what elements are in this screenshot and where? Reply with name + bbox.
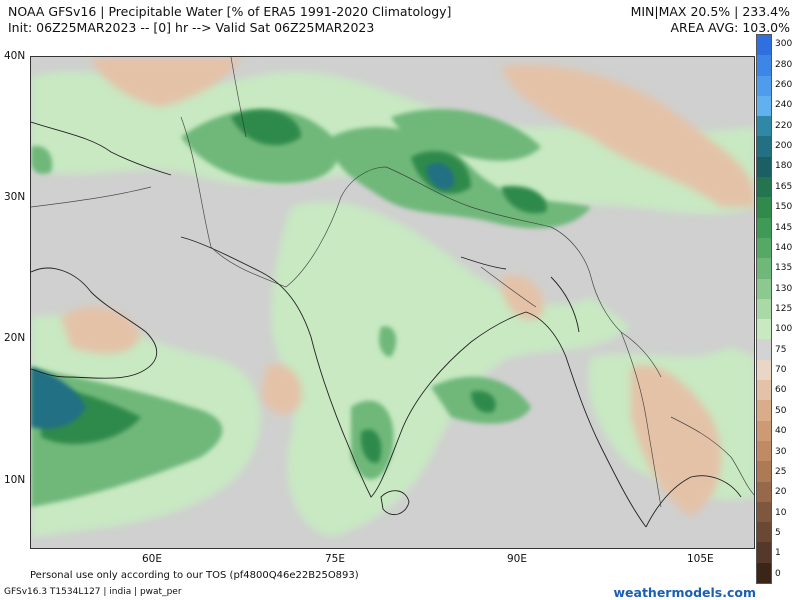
- colorbar-tick-label: 145: [775, 222, 793, 233]
- colorbar-labels: 300 280 260 240 220 200 180 165 150 145 140 135 130 1…: [775, 34, 799, 584]
- colorbar-segment: [757, 400, 771, 421]
- colorbar-segment: [757, 380, 771, 401]
- colorbar-segment: [757, 339, 771, 360]
- colorbar-tick-label: 100: [775, 324, 793, 335]
- lon-label-60e: 60E: [142, 553, 162, 565]
- colorbar-tick-label: 150: [775, 202, 793, 213]
- colorbar-tick-label: 1: [775, 548, 781, 559]
- colorbar-tick-label: 50: [775, 405, 787, 416]
- colorbar-segment: [757, 562, 771, 584]
- colorbar-tick-label: 10: [775, 507, 787, 518]
- colorbar-segment: [757, 217, 771, 238]
- colorbar-tick-label: 165: [775, 181, 793, 192]
- colorbar-segment: [757, 95, 771, 117]
- colorbar-segment: [757, 116, 771, 137]
- lon-label-75e: 75E: [325, 553, 345, 565]
- colorbar-segment: [757, 55, 771, 76]
- colorbar-segment: [757, 542, 771, 563]
- colorbar-segment: [757, 481, 771, 502]
- brand-link[interactable]: weathermodels.com: [613, 585, 756, 600]
- lon-label-90e: 90E: [507, 553, 527, 565]
- lat-label-10n: 10N: [4, 474, 26, 486]
- colorbar-tick-label: 20: [775, 487, 787, 498]
- lat-label-30n: 30N: [4, 191, 26, 203]
- country-borders: [31, 57, 754, 508]
- tos-notice: Personal use only according to our TOS (…: [30, 570, 359, 581]
- min-max-stats: MIN|MAX 20.5% | 233.4%: [630, 4, 790, 19]
- colorbar-tick-label: 135: [775, 263, 793, 274]
- colorbar-tick-label: 5: [775, 528, 781, 539]
- area-average: AREA AVG: 103.0%: [670, 20, 791, 35]
- model-info: GFSv16.3 T1534L127 | india | pwat_per: [4, 587, 182, 597]
- colorbar-segment: [757, 440, 771, 462]
- colorbar-segment: [757, 319, 771, 340]
- map-title: NOAA GFSv16 | Precipitable Water [% of E…: [8, 4, 452, 19]
- colorbar-segment: [757, 461, 771, 482]
- lat-label-40n: 40N: [4, 50, 26, 62]
- colorbar-tick-label: 280: [775, 59, 793, 70]
- coastlines: [31, 121, 742, 528]
- colorbar-tick-label: 30: [775, 446, 787, 457]
- colorbar-segment: [757, 197, 771, 218]
- colorbar-tick-label: 200: [775, 141, 793, 152]
- colorbar-tick-label: 130: [775, 283, 793, 294]
- colorbar-segment: [757, 237, 771, 259]
- field-teal-core: [31, 163, 455, 429]
- colorbar-tick-label: 300: [775, 39, 793, 50]
- colorbar-tick-label: 140: [775, 242, 793, 253]
- lat-label-20n: 20N: [4, 332, 26, 344]
- map-subtitle-init: Init: 06Z25MAR2023 -- [0] hr --> Valid S…: [8, 20, 375, 35]
- colorbar-segment: [757, 258, 771, 279]
- colorbar-tick-label: 220: [775, 120, 793, 131]
- colorbar-segment: [757, 136, 771, 157]
- colorbar-tick-label: 0: [775, 568, 781, 579]
- colorbar-segment: [757, 522, 771, 543]
- colorbar-tick-label: 125: [775, 304, 793, 314]
- colorbar-segment: [757, 420, 771, 441]
- colorbar-tick-label: 240: [775, 100, 793, 111]
- colorbar-segment: [757, 298, 771, 320]
- colorbar-tick-label: 60: [775, 385, 787, 396]
- colorbar-tick-label: 75: [775, 344, 787, 355]
- colorbar-segment: [757, 501, 771, 523]
- colorbar: [756, 34, 772, 584]
- colorbar-segment: [757, 278, 771, 299]
- precipitable-water-map: [30, 56, 755, 549]
- colorbar-segment: [757, 359, 771, 381]
- field-dry-brown: [61, 57, 754, 517]
- colorbar-segment: [757, 177, 771, 198]
- lon-label-105e: 105E: [687, 553, 714, 565]
- colorbar-tick-label: 260: [775, 79, 793, 90]
- colorbar-segment: [757, 35, 771, 56]
- colorbar-tick-label: 40: [775, 426, 787, 437]
- colorbar-tick-label: 180: [775, 161, 793, 172]
- colorbar-segment: [757, 75, 771, 96]
- colorbar-segment: [757, 156, 771, 178]
- colorbar-tick-label: 25: [775, 466, 787, 477]
- colorbar-tick-label: 70: [775, 365, 787, 376]
